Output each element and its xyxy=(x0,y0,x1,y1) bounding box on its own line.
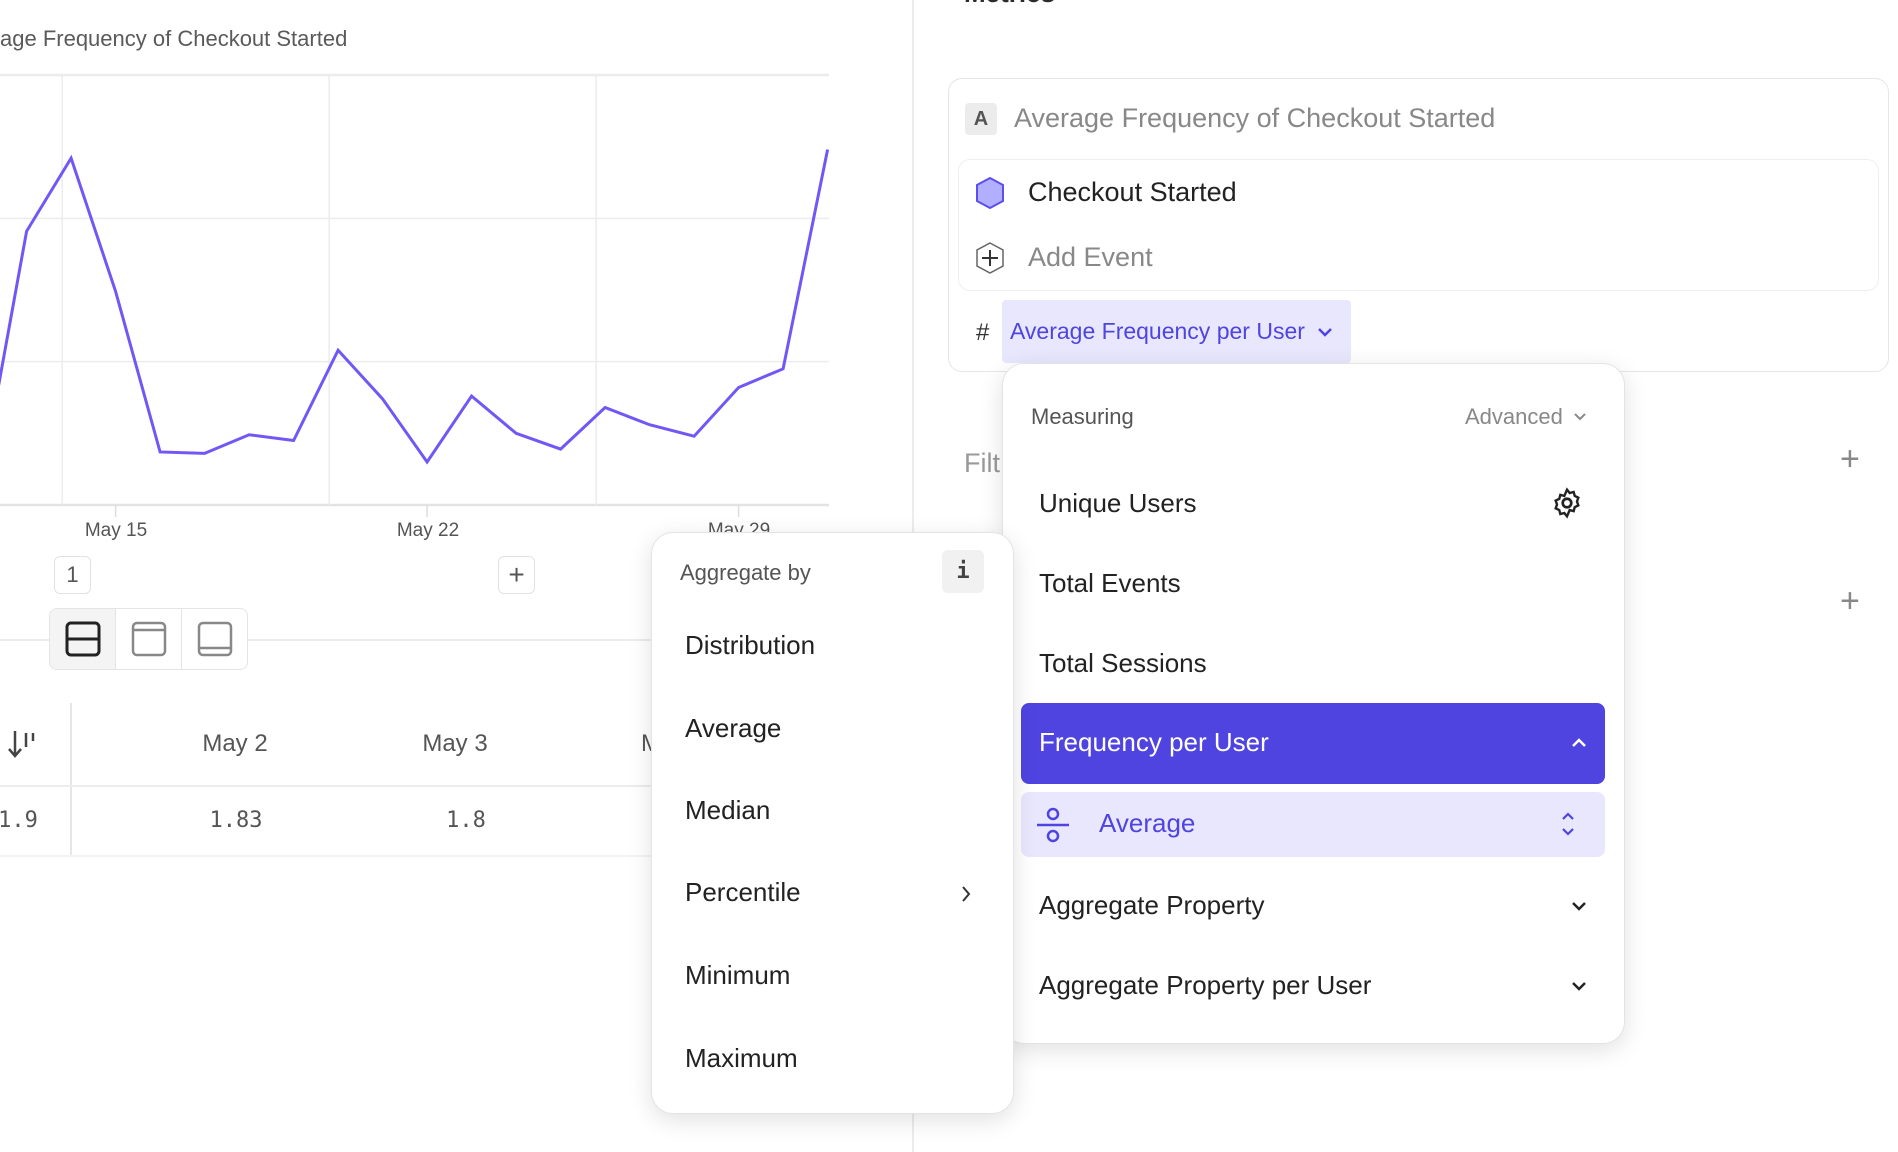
table-header: May 3 xyxy=(422,730,488,757)
layout-toggle-group xyxy=(49,608,248,670)
menu-item-maximum[interactable]: Maximum xyxy=(685,1043,798,1073)
gear-icon[interactable] xyxy=(1551,487,1583,519)
table-cell: 1.9 xyxy=(0,808,38,833)
aggregation-selector[interactable]: Average xyxy=(1021,792,1605,857)
menu-item-total-events[interactable]: Total Events xyxy=(1039,568,1181,598)
metric-letter-badge: A xyxy=(965,103,997,135)
table-column-divider xyxy=(70,703,72,855)
menu-item-minimum[interactable]: Minimum xyxy=(685,960,791,990)
chart-title: age Frequency of Checkout Started xyxy=(0,26,348,51)
event-list xyxy=(958,159,1879,291)
measuring-menu: Measuring Advanced Unique Users Total Ev… xyxy=(1002,363,1625,1044)
chevron-down-icon xyxy=(1574,413,1586,421)
aggregate-by-header: Aggregate by xyxy=(680,560,811,585)
add-event-icon[interactable] xyxy=(974,241,1006,275)
layout-bottom-button[interactable] xyxy=(182,609,247,669)
add-filter-icon[interactable]: + xyxy=(1840,440,1860,478)
table-row-divider xyxy=(0,785,700,787)
line-chart xyxy=(0,73,830,517)
add-event-button[interactable]: Add Event xyxy=(1028,242,1153,272)
aggregation-selected-label: Average xyxy=(1099,808,1196,838)
series-line xyxy=(0,149,830,465)
average-divide-icon xyxy=(1037,807,1069,843)
bottom-layout-icon xyxy=(197,621,232,657)
x-tick-label: May 22 xyxy=(396,520,460,541)
section-divider xyxy=(0,639,700,641)
top-layout-icon xyxy=(131,621,166,657)
layout-top-button[interactable] xyxy=(116,609,182,669)
chevron-right-icon xyxy=(962,886,971,902)
menu-item-label: Frequency per User xyxy=(1039,727,1269,757)
metrics-section-title: Metrics xyxy=(964,0,1055,9)
filter-section-title: Filt xyxy=(964,448,1000,478)
menu-item-frequency-per-user[interactable]: Frequency per User xyxy=(1021,703,1605,784)
advanced-toggle[interactable]: Advanced xyxy=(1465,404,1587,430)
info-button[interactable]: i xyxy=(942,550,984,593)
menu-item-aggregate-property-per-user[interactable]: Aggregate Property per User xyxy=(1039,970,1372,1000)
up-down-chevron-icon xyxy=(1562,812,1574,836)
hash-icon: # xyxy=(976,319,990,346)
chevron-down-icon xyxy=(1572,982,1586,991)
x-tick-label: May 15 xyxy=(84,520,148,541)
menu-item-aggregate-property[interactable]: Aggregate Property xyxy=(1039,890,1265,920)
chevron-up-icon xyxy=(1572,738,1586,747)
add-metric-icon[interactable]: + xyxy=(1840,0,1860,9)
menu-item-unique-users[interactable]: Unique Users xyxy=(1039,488,1197,518)
menu-item-average[interactable]: Average xyxy=(685,713,782,743)
aggregate-by-menu: Aggregate by i Distribution Average Medi… xyxy=(651,532,1014,1114)
table-header: May 2 xyxy=(202,730,268,757)
measuring-header: Measuring xyxy=(1031,404,1134,429)
layout-split-button[interactable] xyxy=(50,609,116,669)
sort-icon[interactable] xyxy=(6,727,40,761)
event-hexagon-icon xyxy=(976,176,1004,210)
table-cell: 1.83 xyxy=(209,808,263,833)
menu-item-distribution[interactable]: Distribution xyxy=(685,630,816,660)
chevron-down-icon xyxy=(1572,902,1586,911)
menu-item-percentile[interactable]: Percentile xyxy=(685,877,801,907)
advanced-label: Advanced xyxy=(1465,404,1563,429)
event-name[interactable]: Checkout Started xyxy=(1028,177,1237,207)
page-number-button[interactable]: 1 xyxy=(54,556,91,594)
menu-item-total-sessions[interactable]: Total Sessions xyxy=(1039,648,1207,678)
table-row-divider xyxy=(0,855,700,857)
plus-icon: + xyxy=(508,559,525,590)
add-button[interactable]: + xyxy=(498,556,535,594)
menu-item-median[interactable]: Median xyxy=(685,795,771,825)
measure-dropdown[interactable]: Average Frequency per User xyxy=(1002,300,1351,363)
split-layout-icon xyxy=(65,621,100,657)
add-breakdown-icon[interactable]: + xyxy=(1840,582,1860,620)
metric-title[interactable]: Average Frequency of Checkout Started xyxy=(1014,103,1496,133)
table-cell: 1.8 xyxy=(446,808,486,833)
measure-dropdown-label: Average Frequency per User xyxy=(1010,318,1305,344)
chevron-down-icon xyxy=(1318,327,1332,337)
